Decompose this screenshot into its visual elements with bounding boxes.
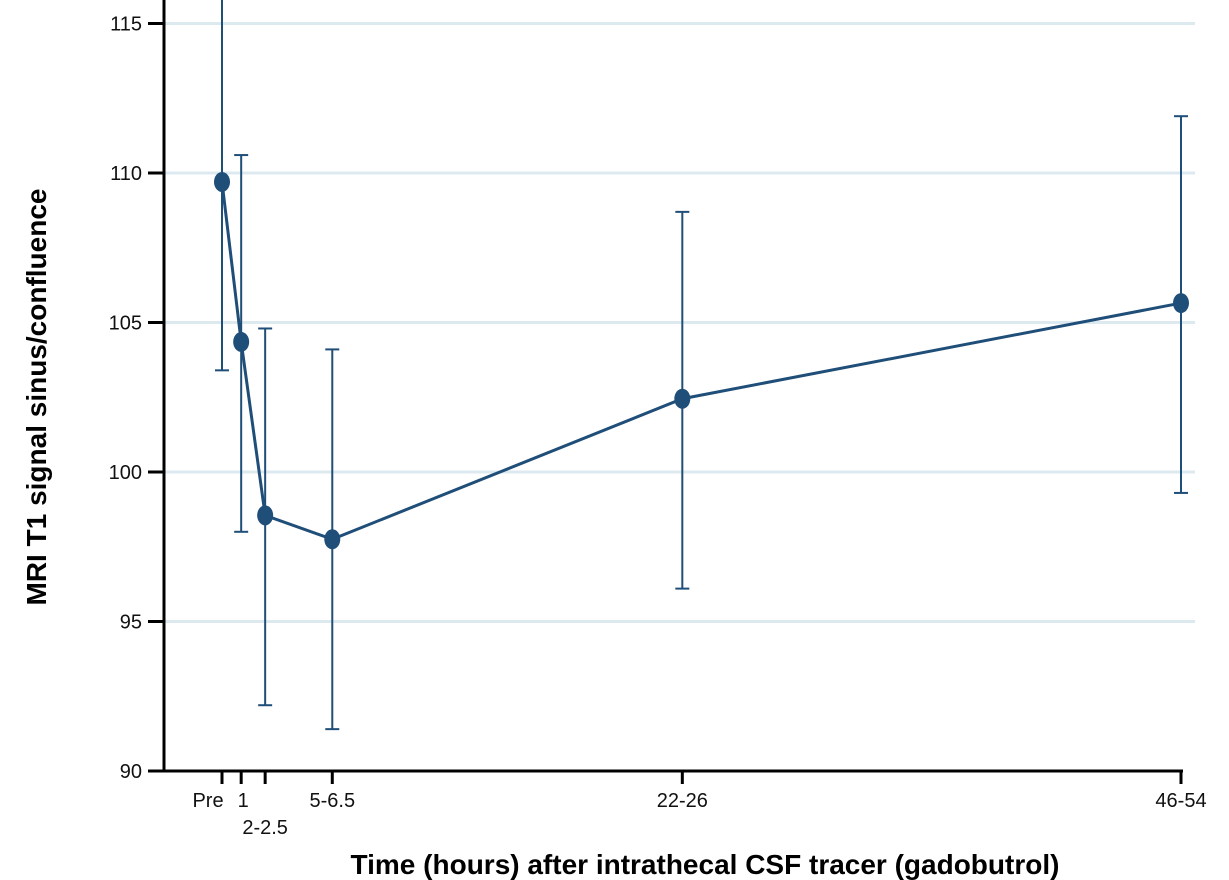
x-tick-label-1: 1	[238, 790, 249, 812]
series-line	[220, 181, 1182, 541]
series-line-layer	[220, 181, 1182, 541]
x-tick-label-0: Pre	[192, 790, 223, 812]
data-point-0	[214, 171, 230, 192]
x-axis-ticks: Pre 1 2-2.5 5-6.5 22-26 46-54	[192, 771, 1207, 839]
x-axis-title: Time (hours) after intrathecal CSF trace…	[351, 849, 1060, 880]
gridlines	[164, 22, 1195, 623]
data-point-4	[674, 388, 691, 409]
data-point-3	[324, 529, 341, 550]
data-point-5	[1173, 293, 1189, 314]
y-tick-label-115: 115	[110, 14, 142, 36]
data-point-2	[257, 505, 274, 526]
y-tick-label-105: 105	[109, 313, 142, 335]
y-tick-label-90: 90	[120, 761, 142, 783]
error-bars	[215, 0, 1188, 731]
axes	[162, 0, 1183, 773]
y-tick-label-100: 100	[109, 462, 142, 484]
y-axis-ticks: 90 95 100 105 110 115	[109, 14, 164, 783]
x-tick-label-2: 2-2.5	[242, 817, 288, 839]
x-tick-label-4: 22-26	[657, 790, 708, 812]
y-tick-label-110: 110	[110, 163, 142, 185]
data-points	[214, 171, 1189, 550]
y-tick-label-95: 95	[120, 612, 142, 634]
x-tick-label-3: 5-6.5	[309, 790, 355, 812]
y-axis-title: MRI T1 signal sinus/confluence	[21, 189, 52, 606]
x-tick-label-5: 46-54	[1155, 790, 1206, 812]
data-point-1	[233, 331, 250, 352]
